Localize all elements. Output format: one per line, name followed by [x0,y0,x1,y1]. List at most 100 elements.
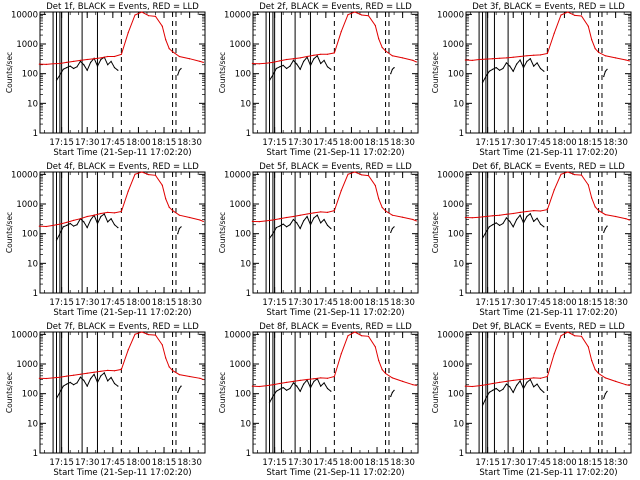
y-tick-label: 10 [240,259,251,269]
events-series-point [289,224,291,226]
lld-series-point [113,55,116,58]
lld-series-point [202,61,204,64]
x-tick-label: 18:30 [177,298,202,308]
events-series-point [391,391,393,393]
plot-frame [465,171,632,294]
lld-series-point [580,335,583,337]
events-series-point [303,60,305,63]
events-series-line [390,67,395,74]
events-series-point [286,226,288,228]
lld-series-point [141,331,143,333]
lld-series-point [306,55,308,58]
events-series-point [113,224,116,226]
y-axis-label: Counts/sec [431,52,440,93]
panel-det-4: Det 4f, BLACK = Events, RED = LLD 1 10 100 1… [5,162,206,318]
x-tick-label: 17:45 [101,138,126,148]
lld-series-point [202,220,204,222]
lld-series-point [45,377,47,380]
x-tick-label: 17:30 [288,138,313,148]
lld-series-point [574,174,576,176]
lld-series-point [272,384,274,386]
plot-frame [252,11,419,134]
lld-series-line [252,11,417,65]
x-tick-label: 17:30 [75,138,100,148]
lld-series-point [604,377,607,379]
events-series-point [499,224,501,226]
lld-series-point [279,60,281,62]
lld-series-point [66,61,68,64]
lld-series-point [199,377,201,379]
events-series-point [481,82,484,84]
lld-series-point [134,173,136,175]
lld-series-point [347,173,349,175]
events-series-point [107,380,109,382]
events-series-point [488,391,490,393]
events-series-point [289,387,291,390]
lld-series-point [107,55,109,58]
lld-series-point [251,62,253,65]
events-series-point [516,63,518,65]
lld-series-point [385,50,387,52]
events-series-point [100,58,102,61]
lld-series-line [252,331,417,388]
lld-series-point [52,63,54,65]
y-tick-label: 10000 [11,10,38,20]
x-tick-label: 17:30 [288,458,313,468]
events-series-point [177,233,179,235]
events-series-point [539,67,542,70]
y-tick-label: 1 [33,289,38,299]
lld-series-point [499,214,501,216]
lld-series-point [464,216,466,219]
lld-series-point [402,57,404,59]
lld-series-point [172,370,174,372]
x-axis-label: Start Time (21-Sep-11 17:02:20) [53,148,191,158]
events-series-point [604,227,607,230]
lld-series-point [292,215,294,218]
events-series-point [178,227,180,230]
lld-series-point [299,214,301,216]
events-series-point [76,382,78,384]
lld-series-point [519,378,521,381]
events-series-point [103,213,105,215]
lld-series-point [86,372,88,374]
events-series-point [516,218,518,221]
lld-series-point [59,62,61,65]
events-series-point [536,383,538,385]
events-series-line [603,68,608,77]
lld-series-point [333,210,335,212]
x-tick-label: 17:15 [49,138,74,148]
events-series-point [505,217,507,219]
events-series-point [62,68,64,70]
y-tick-label: 100 [448,70,464,80]
lld-series-point [594,369,596,371]
events-series-point [272,233,274,235]
events-series-point [275,227,277,229]
y-tick-label: 1 [33,449,38,459]
plot-frame [465,11,632,134]
y-tick-label: 1 [459,129,464,139]
lld-series-point [505,380,507,382]
events-series-point [512,226,514,228]
events-series-point [499,69,501,71]
lld-series-point [533,377,535,379]
x-tick-label: 18:30 [390,298,415,308]
events-series-point [309,387,312,389]
lld-series-point [412,59,414,62]
y-tick-label: 10000 [11,170,38,180]
lld-series-point [168,366,170,368]
events-series-point [59,233,61,235]
x-tick-label: 18:00 [339,298,364,308]
events-series-point [316,55,318,57]
events-series-line [177,385,182,393]
plot-frame [252,171,419,294]
lld-series-point [546,375,549,378]
events-series-point [543,391,545,393]
events-series-point [178,387,180,390]
lld-series-point [539,210,542,212]
events-series-point [93,373,95,375]
lld-series-point [374,184,376,187]
lld-series-point [526,210,528,213]
lld-series-point [148,15,150,17]
events-series-point [96,65,99,67]
panel-title: Det 3f, BLACK = Events, RED = LLD [472,2,625,12]
